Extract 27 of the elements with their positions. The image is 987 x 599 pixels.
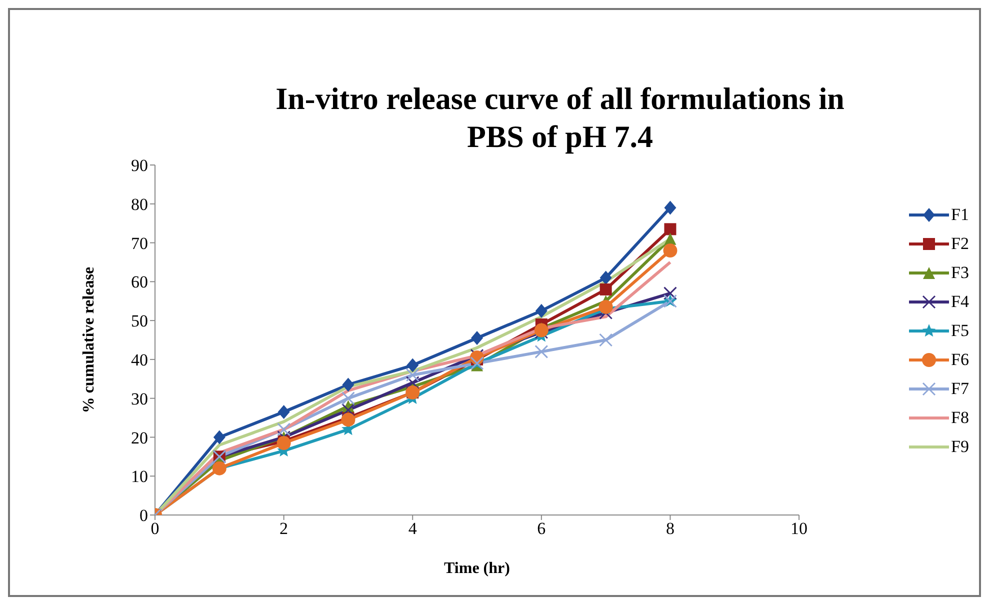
y-tick-label: 90 (131, 156, 148, 176)
y-tick-label: 80 (131, 194, 148, 214)
x-tick-label: 6 (537, 519, 546, 538)
x-axis-title: Time (hr) (444, 560, 510, 577)
x-tick-label: 8 (666, 519, 674, 538)
y-tick-label: 70 (131, 234, 148, 253)
legend-label: F9 (951, 437, 969, 457)
y-tick-label: 0 (140, 506, 148, 526)
x-tick-label: 2 (280, 519, 288, 538)
y-tick-label: 20 (131, 428, 148, 448)
legend-label: F6 (951, 350, 969, 370)
legend-label: F1 (951, 205, 969, 225)
legend-label: F8 (951, 408, 969, 428)
legend-label: F7 (951, 379, 969, 399)
y-tick-label: 40 (131, 350, 148, 370)
y-tick-label: 60 (131, 272, 148, 292)
legend-label: F3 (951, 263, 969, 283)
y-tick-label: 10 (131, 467, 148, 486)
x-tick-label: 4 (408, 519, 418, 538)
y-axis-title: % cumulative release (80, 266, 98, 414)
chart-title: In-vitro release curve of all formulations in PBS of pH 7.4 (274, 80, 846, 156)
legend-label: F2 (951, 234, 969, 254)
x-tick-label: 10 (790, 519, 808, 538)
y-tick-label: 50 (131, 312, 148, 331)
y-tick-label: 30 (131, 389, 148, 408)
legend-label: F4 (951, 292, 969, 312)
legend-label: F5 (951, 321, 969, 341)
